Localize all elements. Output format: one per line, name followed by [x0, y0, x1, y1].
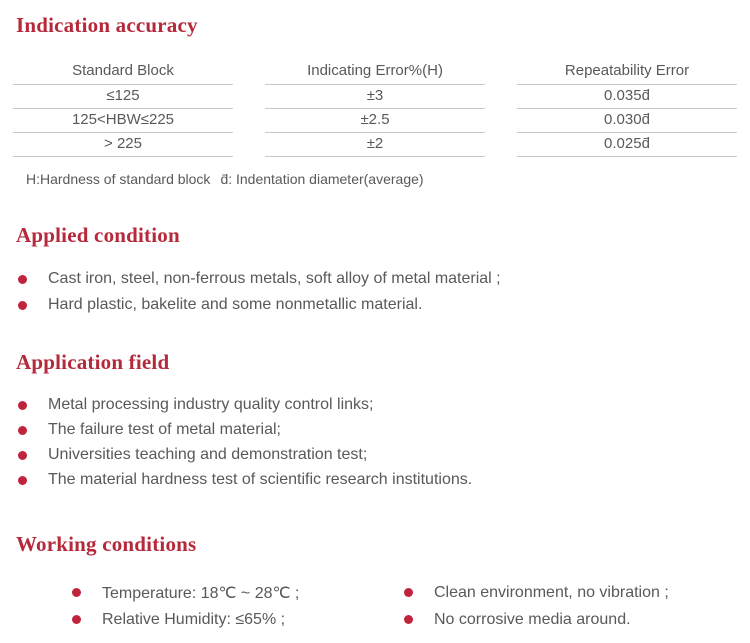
list-item: Temperature: 18℃ ~ 28℃ ; [72, 579, 386, 606]
column-header: Repeatability Error [517, 59, 737, 85]
bullet-icon [18, 300, 27, 310]
working-conditions-left-column: Temperature: 18℃ ~ 28℃ ; Relative Humidi… [54, 579, 386, 633]
table-column-repeatability-error: Repeatability Error 0.035d̄ 0.030d̄ 0.02… [517, 59, 737, 157]
list-item-text: No corrosive media around. [434, 610, 631, 628]
list-item-text: Metal processing industry quality contro… [48, 396, 374, 413]
working-conditions-right-column: Clean environment, no vibration ; No cor… [386, 579, 750, 633]
bullet-icon [18, 475, 27, 485]
bullet-icon [18, 274, 27, 284]
bullet-icon [404, 615, 413, 624]
list-item-text: Cast iron, steel, non-ferrous metals, so… [48, 270, 501, 287]
applied-condition-list: Cast iron, steel, non-ferrous metals, so… [0, 266, 750, 318]
list-item: Relative Humidity: ≤65% ; [72, 606, 386, 633]
application-field-list: Metal processing industry quality contro… [0, 393, 750, 492]
bullet-icon [18, 425, 27, 435]
list-item-text: Temperature: 18℃ ~ 28℃ ; [102, 584, 300, 602]
section-title-working-conditions: Working conditions [16, 532, 197, 556]
table-column-indicating-error: Indicating Error%(H) ±3 ±2.5 ±2 [265, 59, 485, 157]
table-cell: ±2.5 [265, 109, 485, 133]
table-cell: > 225 [13, 133, 233, 157]
section-title-application-field: Application field [16, 350, 170, 374]
list-item-text: Universities teaching and demonstration … [48, 446, 368, 463]
working-conditions-lists: Temperature: 18℃ ~ 28℃ ; Relative Humidi… [0, 579, 750, 633]
list-item: Metal processing industry quality contro… [18, 393, 750, 417]
list-item: The material hardness test of scientific… [18, 468, 750, 492]
list-item: No corrosive media around. [404, 606, 750, 633]
bullet-icon [18, 450, 27, 460]
table-cell: 0.025d̄ [517, 133, 737, 157]
table-cell: ±2 [265, 133, 485, 157]
list-item-text: The material hardness test of scientific… [48, 471, 473, 488]
table-cell: 0.030d̄ [517, 109, 737, 133]
footnote-d-definition: d̄: Indentation diameter(average) [220, 171, 424, 187]
table-cell: 0.035d̄ [517, 85, 737, 109]
table-cell: ≤125 [13, 85, 233, 109]
bullet-icon [72, 615, 81, 624]
section-title-indication-accuracy: Indication accuracy [16, 13, 198, 37]
list-item-text: Hard plastic, bakelite and some nonmetal… [48, 296, 423, 313]
list-item: The failure test of metal material; [18, 418, 750, 442]
list-item-text: Relative Humidity: ≤65% ; [102, 610, 286, 628]
column-header: Indicating Error%(H) [265, 59, 485, 85]
list-item: Clean environment, no vibration ; [404, 579, 750, 606]
column-header: Standard Block [13, 59, 233, 85]
bullet-icon [72, 588, 81, 597]
section-title-applied-condition: Applied condition [16, 223, 180, 247]
list-item-text: Clean environment, no vibration ; [434, 583, 669, 601]
indication-accuracy-table: Standard Block ≤125 125<HBW≤225 > 225 In… [13, 59, 737, 157]
list-item: Universities teaching and demonstration … [18, 443, 750, 467]
table-cell: ±3 [265, 85, 485, 109]
list-item-text: The failure test of metal material; [48, 421, 281, 438]
bullet-icon [404, 588, 413, 597]
list-item: Hard plastic, bakelite and some nonmetal… [18, 292, 750, 318]
list-item: Cast iron, steel, non-ferrous metals, so… [18, 266, 750, 292]
table-column-standard-block: Standard Block ≤125 125<HBW≤225 > 225 [13, 59, 233, 157]
table-footnote: H:Hardness of standard block d̄: Indentat… [26, 171, 750, 187]
table-cell: 125<HBW≤225 [13, 109, 233, 133]
bullet-icon [18, 400, 27, 410]
footnote-h-definition: H:Hardness of standard block [26, 171, 211, 187]
